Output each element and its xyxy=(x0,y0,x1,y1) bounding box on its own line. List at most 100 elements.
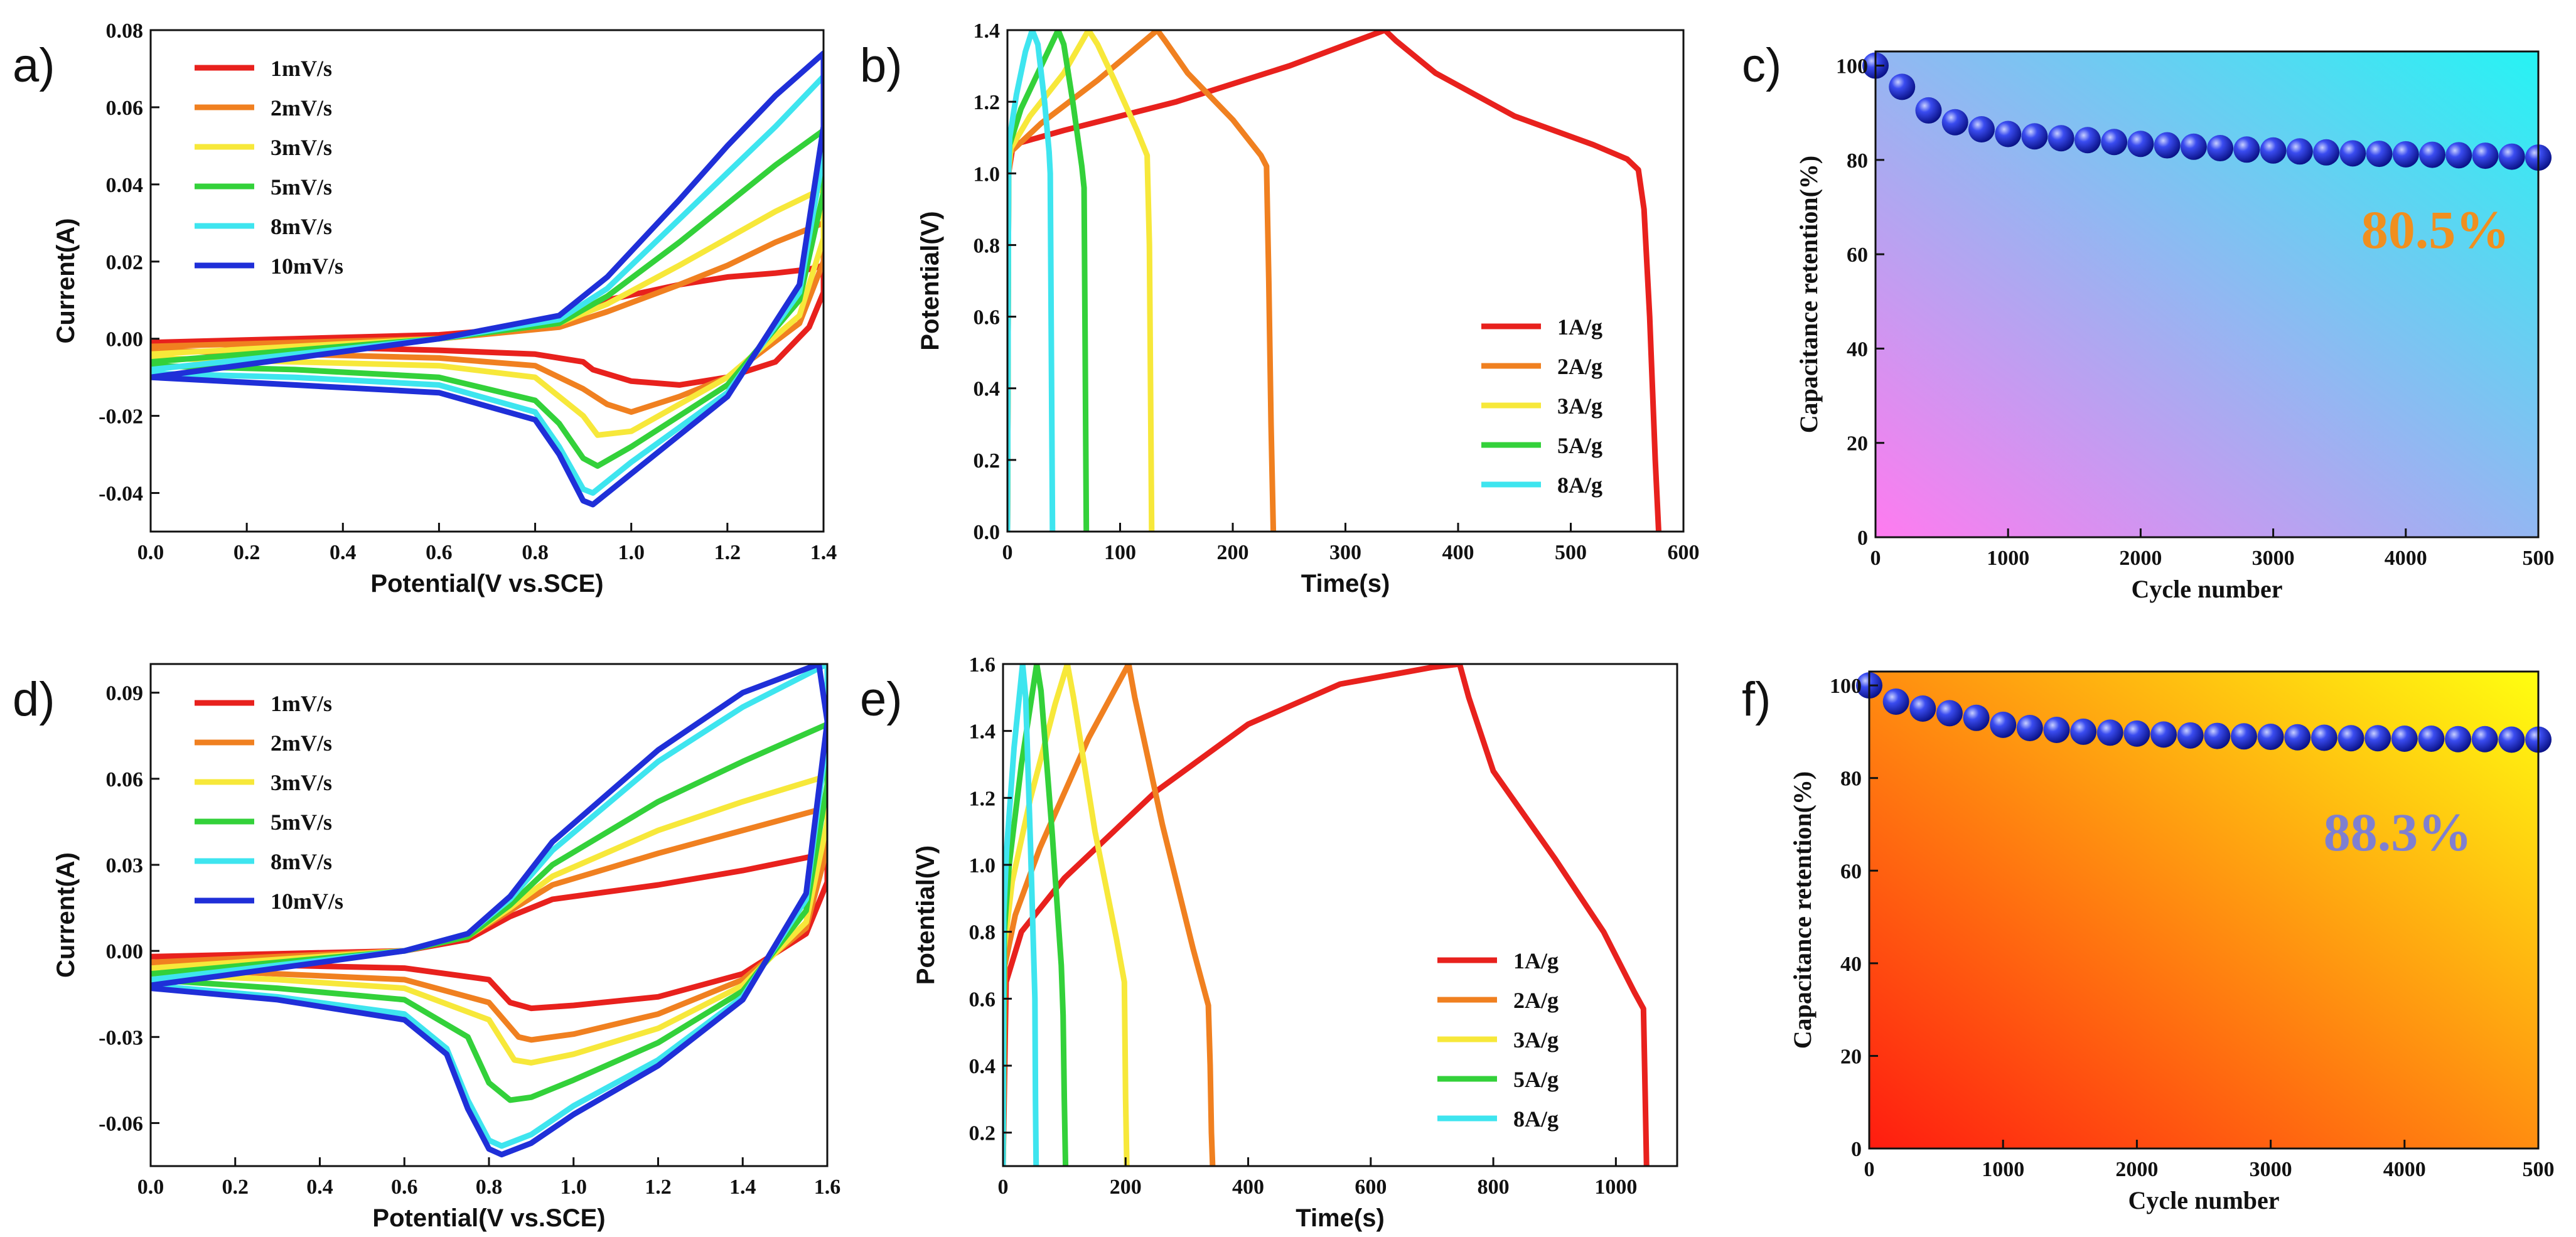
data-point-f-13 xyxy=(2204,722,2231,749)
y-tick-label: 0 xyxy=(1857,527,1868,550)
legend-entry: 5mV/s xyxy=(271,810,332,835)
x-tick-label: 0.2 xyxy=(233,541,260,564)
data-point-f-7 xyxy=(2043,716,2070,743)
data-point-c-4 xyxy=(1968,115,1995,142)
legend-entry: 8A/g xyxy=(1513,1106,1559,1132)
x-axis-label: Potential(V vs.SCE) xyxy=(370,570,603,597)
legend-entry: 3mV/s xyxy=(271,770,332,795)
x-tick-label: 0.0 xyxy=(137,1175,164,1199)
legend-entry: 5A/g xyxy=(1513,1067,1559,1092)
x-tick-label: 0.6 xyxy=(391,1175,418,1199)
x-tick-label: 2000 xyxy=(2115,1158,2158,1181)
y-axis-label: Capacitance retention(%) xyxy=(1788,771,1817,1049)
legend-entry: 8mV/s xyxy=(271,214,332,239)
y-tick-label: 0.0 xyxy=(974,521,1001,544)
data-point-f-4 xyxy=(1963,704,1990,731)
x-tick-label: 600 xyxy=(1355,1175,1387,1199)
data-point-f-2 xyxy=(1909,695,1936,722)
y-tick-label: 0.08 xyxy=(106,19,144,43)
data-point-f-21 xyxy=(2418,725,2445,752)
x-tick-label: 0.4 xyxy=(330,541,357,564)
series-group xyxy=(151,50,824,508)
y-tick-label: 0.09 xyxy=(106,682,144,705)
x-tick-label: 1.2 xyxy=(645,1175,672,1199)
panel-f: 88.3%0 1000 2000 3000 4000 500020406080100Cyc… xyxy=(1742,670,2555,1214)
data-point-c-5 xyxy=(1995,120,2022,147)
panel-c: 80.5%0 1000 2000 3000 4000 500020406080100Cyc… xyxy=(1742,39,2555,603)
y-axis-label: Capacitance retention(%) xyxy=(1795,156,1823,434)
y-tick-label: 1.2 xyxy=(974,91,1001,114)
legend-entry: 2mV/s xyxy=(271,731,332,756)
data-point-c-18 xyxy=(2339,140,2366,167)
y-tick-label: -0.02 xyxy=(99,405,143,429)
legend: 1A/g 2A/g 3A/g 5A/g 8A/g xyxy=(1437,948,1559,1132)
x-tick-label: 1.2 xyxy=(714,541,741,564)
y-tick-label: 0 xyxy=(1851,1138,1862,1161)
data-point-c-7 xyxy=(2047,125,2074,152)
data-point-f-22 xyxy=(2445,726,2472,752)
legend-entry: 3A/g xyxy=(1513,1027,1559,1052)
y-tick-label: 1.2 xyxy=(969,787,996,810)
series-line-e-4 xyxy=(1003,664,1039,1166)
data-point-c-19 xyxy=(2366,141,2393,168)
x-tick-label: 600 xyxy=(1668,541,1700,564)
y-tick-label: 0.4 xyxy=(969,1055,996,1078)
panel-label: e) xyxy=(860,673,903,726)
x-tick-label: 1.4 xyxy=(729,1175,756,1199)
y-tick-label: 1.4 xyxy=(969,720,996,744)
data-point-c-11 xyxy=(2154,132,2181,159)
data-point-c-15 xyxy=(2260,137,2287,164)
data-point-f-19 xyxy=(2364,725,2391,752)
axes-frame xyxy=(149,29,825,533)
legend: 1mV/s 2mV/s 3mV/s 5mV/s 8mV/s 10mV/s xyxy=(195,56,343,279)
data-point-c-16 xyxy=(2286,138,2313,165)
x-tick-label: 400 xyxy=(1232,1175,1264,1199)
y-tick-label: 0.2 xyxy=(969,1122,996,1145)
y-tick-label: 80 xyxy=(1847,149,1868,173)
x-tick-label: 1.0 xyxy=(618,541,645,564)
legend-entry: 2A/g xyxy=(1513,988,1559,1013)
series-line-b-2 xyxy=(1007,30,1155,532)
y-tick-label: 0.06 xyxy=(106,768,144,791)
x-tick-label: 100 xyxy=(1104,541,1136,564)
y-tick-label: 1.4 xyxy=(974,19,1001,43)
y-tick-label: 80 xyxy=(1840,768,1862,791)
y-tick-label: 60 xyxy=(1847,244,1868,267)
data-point-f-15 xyxy=(2257,724,2284,751)
data-point-f-10 xyxy=(2123,720,2150,747)
series-line-b-1 xyxy=(1007,30,1277,532)
x-tick-label: 4000 xyxy=(2385,547,2427,570)
y-tick-label: 0.6 xyxy=(969,988,996,1011)
x-tick-label: 300 xyxy=(1329,541,1361,564)
y-tick-label: 0.00 xyxy=(106,940,144,963)
legend-entry: 2mV/s xyxy=(271,95,332,120)
x-tick-label: 3000 xyxy=(2252,547,2295,570)
data-point-c-2 xyxy=(1915,97,1942,124)
series-group xyxy=(151,664,827,1158)
legend-entry: 5mV/s xyxy=(271,174,332,200)
legend-entry: 5A/g xyxy=(1557,433,1602,458)
series-line-a-3 xyxy=(151,127,824,469)
data-point-f-5 xyxy=(1990,711,2017,738)
y-tick-label: 0.02 xyxy=(106,251,144,274)
panel-label: a) xyxy=(13,39,55,92)
x-tick-label: 400 xyxy=(1442,541,1474,564)
series-line-d-4 xyxy=(151,664,827,1149)
y-tick-label: -0.03 xyxy=(99,1026,143,1049)
x-axis-label: Potential(V vs.SCE) xyxy=(372,1204,605,1232)
legend-entry: 3A/g xyxy=(1557,394,1602,419)
data-point-c-9 xyxy=(2101,129,2128,156)
x-tick-label: 0.4 xyxy=(306,1175,333,1199)
data-point-f-3 xyxy=(1936,700,1963,727)
series-group xyxy=(1003,664,1650,1166)
panel-label: b) xyxy=(860,39,903,92)
y-tick-label: 0.8 xyxy=(974,234,1001,257)
panel-b: 0 100 200 300 400 500 600 0.0 0.2 0.4 0.6 0.8 1.0 1.2… xyxy=(860,19,1700,597)
data-point-c-3 xyxy=(1941,109,1968,136)
series-line-a-4 xyxy=(151,73,824,496)
x-tick-label: 500 xyxy=(1555,541,1587,564)
data-point-f-11 xyxy=(2150,721,2177,748)
x-tick-label: 0.6 xyxy=(426,541,453,564)
x-tick-label: 1.0 xyxy=(561,1175,588,1199)
data-point-c-17 xyxy=(2313,139,2340,166)
